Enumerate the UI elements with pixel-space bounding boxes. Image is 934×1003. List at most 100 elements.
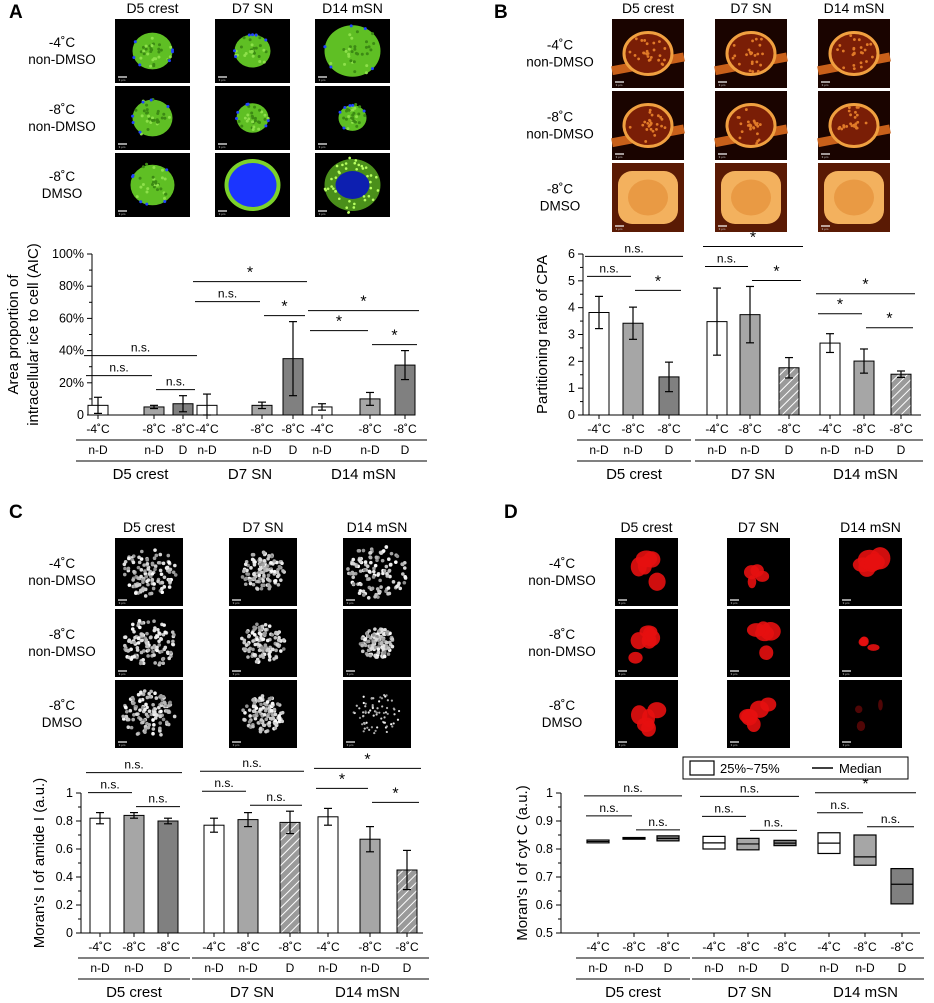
speckle <box>160 116 164 120</box>
speckle <box>652 48 656 52</box>
ice-dot <box>145 202 149 206</box>
row-label: non-DMSO <box>28 573 96 588</box>
speckle <box>367 569 372 574</box>
speckle <box>746 120 750 124</box>
speckle <box>153 707 158 711</box>
speckle <box>369 180 372 184</box>
speckle <box>247 720 252 724</box>
y-axis-title: Area proportion of <box>5 274 22 395</box>
speckle <box>275 643 279 647</box>
speckle <box>659 115 663 119</box>
x-tick-label: -8˚C <box>250 422 274 436</box>
speckle <box>136 636 141 641</box>
group-label: D14 mSN <box>335 984 400 1001</box>
speckle <box>245 119 249 123</box>
speckle <box>369 709 372 712</box>
fluorescence-spot <box>759 645 774 661</box>
ice-dot <box>165 168 169 172</box>
speckle <box>143 569 147 573</box>
ice-dot <box>163 199 167 203</box>
group-label: D5 crest <box>605 984 662 1001</box>
column-header: D5 crest <box>620 519 672 535</box>
fluorescence-spot <box>755 570 770 582</box>
y-tick-label: 3 <box>568 328 575 342</box>
fluorescence-spot <box>760 697 777 712</box>
scale-bar-label: 3 μm <box>219 145 226 149</box>
speckle <box>364 702 367 705</box>
speckle <box>159 637 163 641</box>
speckle <box>152 628 157 633</box>
speckle <box>646 55 650 58</box>
legend-box-swatch <box>689 760 715 776</box>
x-tick-label: -8˚C <box>122 940 146 954</box>
speckle <box>241 647 246 651</box>
speckle <box>380 627 384 632</box>
speckle <box>262 712 267 717</box>
speckle <box>348 571 353 576</box>
speckle <box>386 652 391 656</box>
speckle <box>145 103 149 107</box>
cell-rim <box>828 31 880 76</box>
speckle <box>246 113 250 117</box>
speckle <box>366 639 371 644</box>
speckle <box>249 566 253 570</box>
speckle <box>137 582 142 587</box>
speckle <box>160 590 165 595</box>
speckle <box>141 165 145 169</box>
micrograph-tile: 3 μm <box>343 609 411 677</box>
row-label: -8˚C <box>49 169 75 184</box>
x-tick-label: -4˚C <box>586 940 610 954</box>
speckle <box>376 647 381 651</box>
speckle <box>159 709 163 714</box>
condition-label: D <box>289 443 298 457</box>
speckle <box>257 573 261 578</box>
speckle <box>266 116 270 120</box>
speckle <box>751 70 755 73</box>
speckle <box>261 706 266 710</box>
speckle <box>363 560 368 564</box>
significance-label: * <box>862 277 868 294</box>
speckle <box>350 116 354 120</box>
row-label: non-DMSO <box>28 644 96 659</box>
cell-rim <box>622 103 674 148</box>
condition-label: n-D <box>197 443 217 457</box>
x-tick-label: -8˚C <box>156 940 180 954</box>
speckle <box>144 47 148 51</box>
speckle <box>145 705 149 710</box>
speckle <box>361 593 366 597</box>
speckle <box>173 573 178 577</box>
speckle <box>754 37 758 41</box>
speckle <box>252 625 256 630</box>
speckle <box>159 48 163 52</box>
speckle <box>362 695 365 698</box>
speckle <box>359 582 363 587</box>
speckle <box>151 116 155 120</box>
speckle <box>852 47 856 51</box>
y-tick-label: 0.6 <box>536 898 553 912</box>
panel-letter: C <box>9 502 23 523</box>
speckle <box>156 560 161 565</box>
speckle <box>251 639 255 643</box>
significance-label: n.s. <box>100 778 119 792</box>
micrograph-tile: 3 μm <box>615 680 678 748</box>
speckle <box>273 579 277 583</box>
speckle <box>374 637 379 642</box>
speckle <box>856 120 860 124</box>
significance-label: n.s. <box>599 801 618 815</box>
speckle <box>351 571 356 576</box>
speckle <box>158 726 162 731</box>
ice-dot <box>251 33 255 37</box>
group-label: D5 crest <box>113 466 170 483</box>
speckle <box>172 714 177 719</box>
speckle <box>251 54 255 58</box>
group-label: D7 SN <box>727 984 771 1001</box>
condition-label: n-D <box>738 961 758 975</box>
speckle <box>264 717 269 722</box>
speckle <box>244 576 249 581</box>
speckle <box>129 725 134 730</box>
speckle <box>164 192 168 196</box>
speckle <box>245 572 249 576</box>
y-tick-label: 0 <box>77 408 84 422</box>
bar <box>890 373 912 416</box>
speckle <box>143 594 148 598</box>
